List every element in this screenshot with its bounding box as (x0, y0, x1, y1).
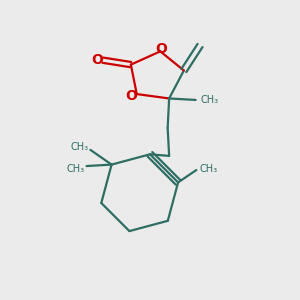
Text: O: O (125, 89, 137, 103)
Text: CH₃: CH₃ (67, 164, 85, 174)
Text: CH₃: CH₃ (71, 142, 89, 152)
Text: CH₃: CH₃ (200, 164, 218, 174)
Text: O: O (155, 42, 167, 56)
Text: CH₃: CH₃ (200, 95, 218, 105)
Text: O: O (92, 53, 103, 67)
